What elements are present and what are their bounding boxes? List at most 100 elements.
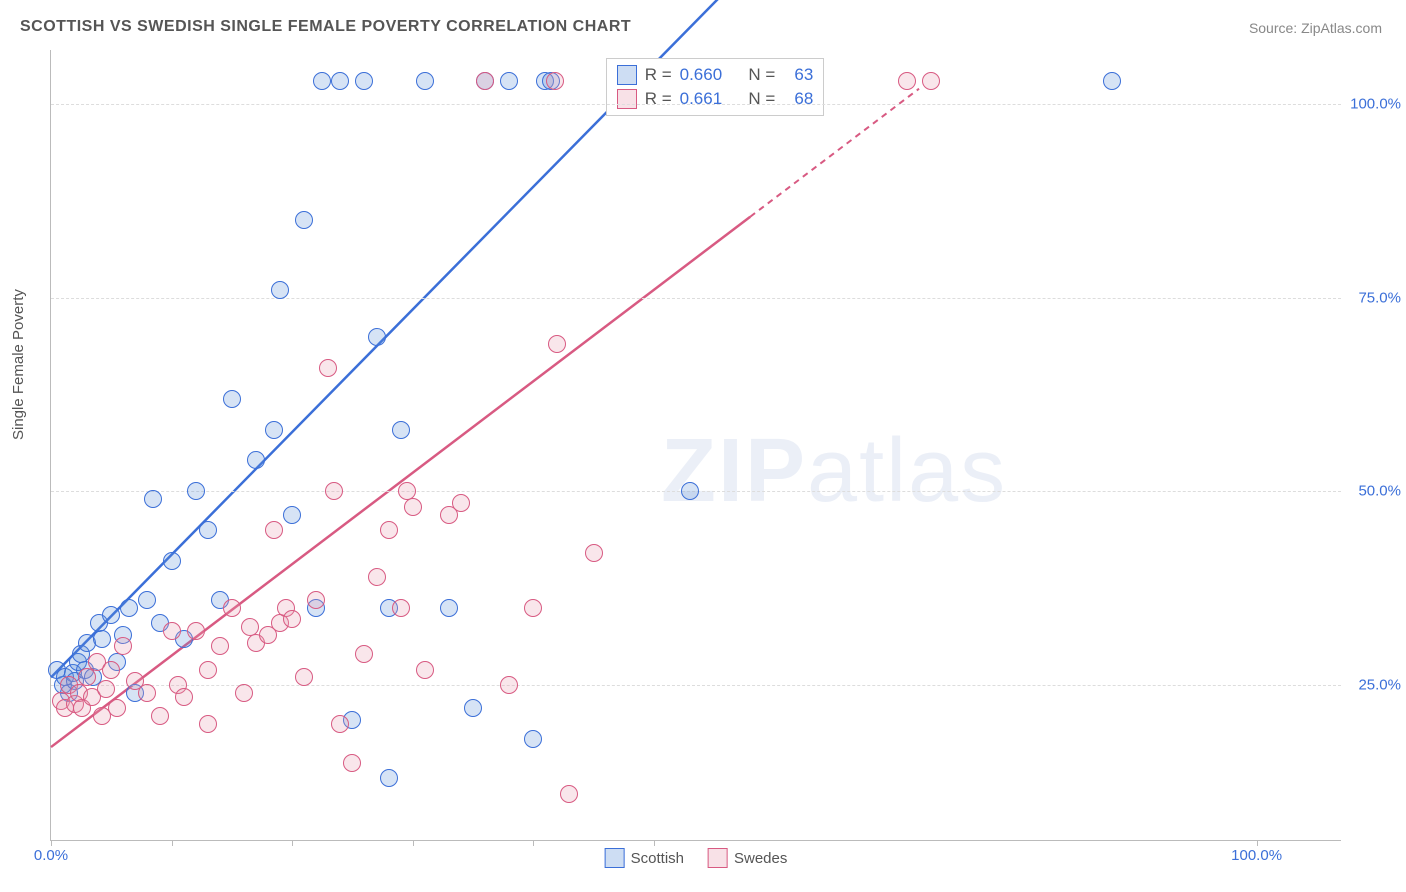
data-point [524, 599, 542, 617]
legend-row: R = 0.661 N = 68 [617, 87, 814, 111]
data-point [247, 451, 265, 469]
data-point [355, 645, 373, 663]
x-tick [533, 840, 534, 846]
legend-n-value: 63 [783, 65, 813, 85]
data-point [464, 699, 482, 717]
data-point [102, 661, 120, 679]
legend-n-label: N = [744, 89, 776, 109]
data-point [325, 482, 343, 500]
x-tick [172, 840, 173, 846]
source-label: Source: ZipAtlas.com [1249, 20, 1382, 36]
data-point [163, 622, 181, 640]
data-point [1103, 72, 1121, 90]
y-tick-label: 25.0% [1346, 677, 1401, 694]
data-point [108, 699, 126, 717]
data-point [144, 490, 162, 508]
legend-swatch [617, 65, 637, 85]
data-point [331, 72, 349, 90]
legend-r-value: 0.660 [680, 65, 736, 85]
legend-r-label: R = [645, 89, 672, 109]
legend-series-label: Scottish [631, 850, 684, 867]
data-point [163, 552, 181, 570]
data-point [271, 281, 289, 299]
data-point [331, 715, 349, 733]
y-tick-label: 75.0% [1346, 289, 1401, 306]
legend-item: Scottish [605, 848, 684, 868]
data-point [78, 668, 96, 686]
data-point [283, 506, 301, 524]
legend-item: Swedes [708, 848, 787, 868]
data-point [93, 630, 111, 648]
y-axis-label: Single Female Poverty [10, 289, 27, 440]
data-point [313, 72, 331, 90]
data-point [97, 680, 115, 698]
data-point [380, 521, 398, 539]
data-point [265, 421, 283, 439]
data-point [175, 688, 193, 706]
series-legend: Scottish Swedes [605, 848, 788, 868]
data-point [199, 661, 217, 679]
data-point [120, 599, 138, 617]
trend-line [51, 217, 750, 747]
x-tick [51, 840, 52, 846]
legend-series-label: Swedes [734, 850, 787, 867]
x-tick-label: 100.0% [1231, 847, 1282, 864]
data-point [368, 568, 386, 586]
data-point [452, 494, 470, 512]
x-tick [292, 840, 293, 846]
y-tick-label: 50.0% [1346, 483, 1401, 500]
data-point [548, 335, 566, 353]
data-point [199, 521, 217, 539]
legend-swatch [605, 848, 625, 868]
data-point [114, 637, 132, 655]
data-point [223, 599, 241, 617]
y-tick-label: 100.0% [1346, 96, 1401, 113]
scatter-plot-area: ZIPatlas R =0.660 N =63R =0.661 N =68 Sc… [50, 50, 1341, 841]
data-point [524, 730, 542, 748]
data-point [199, 715, 217, 733]
correlation-legend: R = 0.660 N = 63 R = 0.661 N = 68 [606, 58, 825, 116]
data-point [392, 599, 410, 617]
data-point [681, 482, 699, 500]
data-point [546, 72, 564, 90]
x-tick-label: 0.0% [34, 847, 68, 864]
data-point [283, 610, 301, 628]
legend-n-value: 68 [783, 89, 813, 109]
data-point [295, 211, 313, 229]
data-point [416, 72, 434, 90]
data-point [392, 421, 410, 439]
data-point [560, 785, 578, 803]
data-point [187, 622, 205, 640]
data-point [319, 359, 337, 377]
data-point [265, 521, 283, 539]
data-point [187, 482, 205, 500]
data-point [295, 668, 313, 686]
data-point [138, 684, 156, 702]
data-point [898, 72, 916, 90]
grid-line [51, 298, 1341, 299]
data-point [416, 661, 434, 679]
legend-swatch [617, 89, 637, 109]
data-point [355, 72, 373, 90]
grid-line [51, 104, 1341, 105]
chart-title: SCOTTISH VS SWEDISH SINGLE FEMALE POVERT… [20, 18, 631, 36]
data-point [585, 544, 603, 562]
data-point [368, 328, 386, 346]
legend-swatch [708, 848, 728, 868]
data-point [404, 498, 422, 516]
x-tick [413, 840, 414, 846]
legend-row: R = 0.660 N = 63 [617, 63, 814, 87]
data-point [922, 72, 940, 90]
x-tick [1257, 840, 1258, 846]
data-point [235, 684, 253, 702]
trend-lines-layer [51, 50, 1341, 840]
data-point [223, 390, 241, 408]
data-point [380, 769, 398, 787]
data-point [211, 637, 229, 655]
data-point [440, 599, 458, 617]
x-tick [654, 840, 655, 846]
legend-r-value: 0.661 [680, 89, 736, 109]
data-point [343, 754, 361, 772]
legend-r-label: R = [645, 65, 672, 85]
legend-n-label: N = [744, 65, 776, 85]
